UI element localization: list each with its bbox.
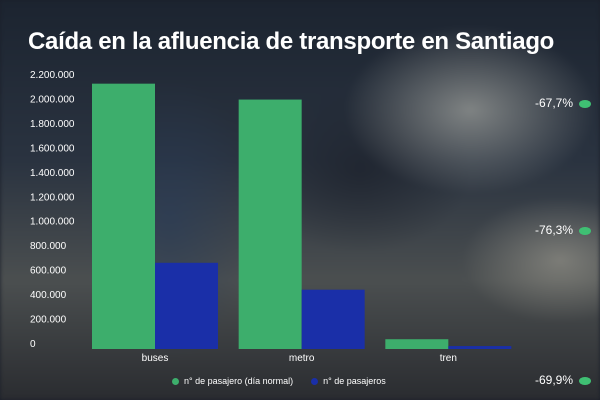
y-tick-label: 2.000.000 (30, 94, 75, 105)
y-tick-label: 1.400.000 (30, 168, 75, 179)
x-category-label: buses (142, 353, 169, 364)
y-tick-label: 600.000 (30, 266, 67, 277)
y-tick-label: 800.000 (30, 241, 67, 252)
y-tick-label: 0 (30, 339, 36, 350)
change-annotation-tren: -69,9% (535, 373, 592, 387)
bar-buses-current (155, 262, 218, 349)
bar-tren-current (448, 346, 512, 349)
y-tick-label: 2.200.000 (30, 70, 75, 81)
legend-swatch-green (172, 377, 179, 385)
green-marker-icon (579, 226, 592, 235)
legend-item-current: n° de pasajeros (311, 376, 386, 386)
legend-swatch-blue (311, 377, 319, 385)
bar-tren-normal (385, 339, 449, 349)
legend-label: n° de pasajeros (323, 376, 386, 386)
y-tick-label: 200.000 (30, 315, 67, 326)
x-category-label: tren (440, 353, 457, 364)
chart-legend: n° de pasajero (día normal) n° de pasaje… (172, 376, 386, 386)
bar-metro-current (301, 289, 365, 349)
green-marker-icon (579, 376, 592, 385)
change-value: -69,9% (535, 373, 574, 387)
y-tick-label: 1.800.000 (30, 119, 75, 130)
chart-title: Caída en la afluencia de transporte en S… (28, 28, 555, 55)
y-tick-label: 1.600.000 (30, 143, 75, 154)
bar-buses-normal (92, 83, 155, 349)
change-annotation-metro: -76,3% (535, 223, 592, 237)
green-marker-icon (579, 99, 592, 108)
bar-metro-normal (238, 99, 302, 350)
change-value: -67,7% (535, 96, 574, 110)
legend-item-normal: n° de pasajero (día normal) (172, 376, 293, 386)
change-value: -76,3% (535, 223, 574, 237)
change-annotation-buses: -67,7% (535, 96, 592, 110)
x-category-label: metro (289, 353, 315, 364)
y-tick-label: 1.200.000 (30, 192, 75, 203)
y-tick-label: 400.000 (30, 290, 67, 301)
legend-label: n° de pasajero (día normal) (184, 376, 294, 386)
y-tick-label: 1.000.000 (30, 217, 75, 228)
